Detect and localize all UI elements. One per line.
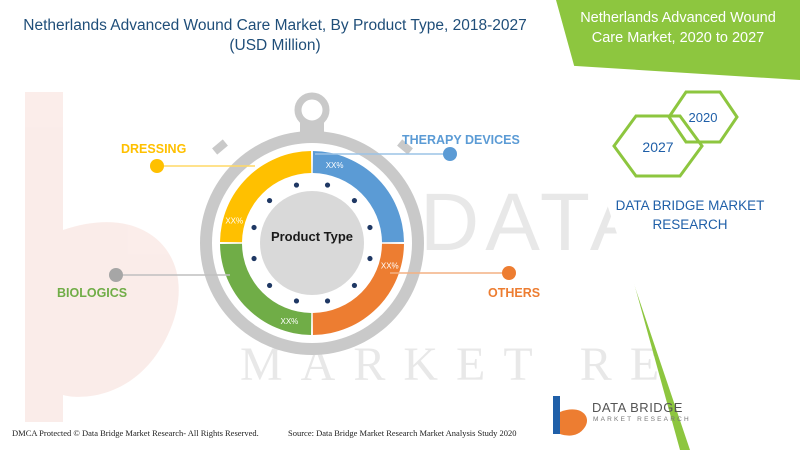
dial-dot [266,282,273,289]
label-others: OTHERS [488,286,540,300]
dial-dot [293,298,300,304]
year-2027: 2027 [642,139,673,155]
dial-dot [324,298,331,304]
dial-dot [367,255,373,262]
dial-dot [351,197,358,204]
label-therapy-devices: THERAPY DEVICES [402,133,520,147]
dial-dot [293,182,300,188]
label-dressing: DRESSING [121,142,186,156]
side-panel-title-line1: Netherlands Advanced Wound [580,10,776,26]
stopwatch-button-left [212,139,228,155]
center-hub [260,191,364,295]
dial-dot [251,255,257,262]
callout-dot-biologics [109,268,123,282]
year-2020: 2020 [689,110,718,125]
side-panel-brand-line2: RESEARCH [652,217,728,232]
side-panel-title: Netherlands Advanced Wound Care Market, … [560,8,796,48]
watermark-logo-bar [25,92,63,422]
value-label-dressing: XX% [225,216,243,225]
callout-dot-others [502,266,516,280]
watermark-logo-bowl [63,222,179,397]
callout-dot-therapy-devices [443,147,457,161]
donut-segments: XX% XX% XX% XX% [220,151,404,335]
hexagon-2027 [612,114,704,178]
stopwatch-button-right [397,139,413,155]
value-label-therapy-devices: XX% [326,161,344,170]
logo-bar-icon [553,396,560,434]
chart-title: Netherlands Advanced Wound Care Market, … [10,16,540,56]
dial-dot [266,197,273,204]
center-label: Product Type [271,229,353,244]
chart-title-line2: (USD Million) [229,37,321,54]
dial-dot [251,224,257,231]
logo-bowl-icon [560,409,588,436]
side-panel-title-line2: Care Market, 2020 to 2027 [591,30,765,46]
value-label-others: XX% [381,262,399,271]
callout-dot-dressing [150,159,164,173]
chart-title-line1: Netherlands Advanced Wound Care Market, … [23,17,527,34]
logo-name: DATA BRIDGE [592,400,683,415]
side-panel-brand-line1: DATA BRIDGE MARKET [615,198,765,213]
segment-therapy-devices [312,151,404,243]
footer-source: Source: Data Bridge Market Research Mark… [288,428,517,438]
dial-dot [324,182,331,188]
value-label-biologics: XX% [281,317,299,326]
hexagon-2020 [667,90,739,144]
footer-copyright: DMCA Protected © Data Bridge Market Rese… [12,428,259,438]
label-biologics: BIOLOGICS [57,286,127,300]
stopwatch-ring [294,92,330,128]
segment-dressing [220,151,312,243]
dial-dot [367,224,373,231]
data-bridge-logo [553,396,588,436]
segment-biologics [220,243,312,335]
dial-dot [351,282,358,289]
side-panel-brand: DATA BRIDGE MARKET RESEARCH [600,196,780,234]
dial-dots [251,182,373,304]
side-panel-white-wedge [560,65,800,450]
segment-others [312,243,404,335]
callouts: THERAPY DEVICES OTHERS BIOLOGICS DRESSIN… [57,133,540,300]
logo-tagline: MARKET RESEARCH [593,416,691,423]
